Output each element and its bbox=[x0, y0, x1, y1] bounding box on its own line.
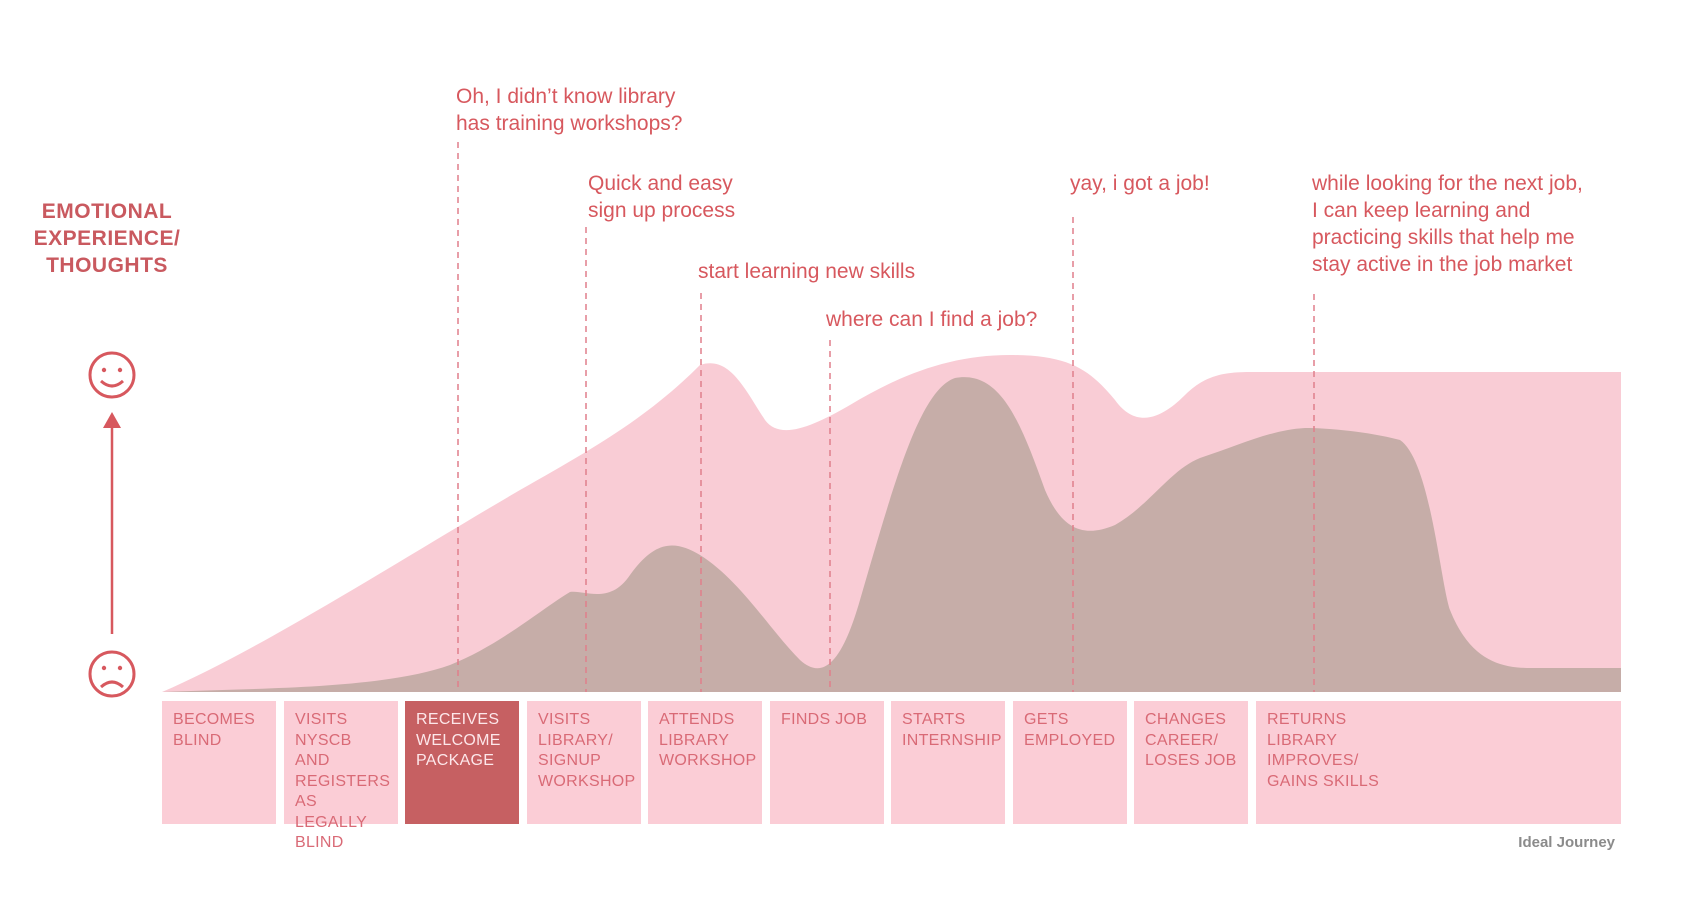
stage-returns-library: RETURNS LIBRARY IMPROVES/ GAINS SKILLS bbox=[1256, 701, 1621, 824]
stage-welcome-package: RECEIVES WELCOME PACKAGE bbox=[405, 701, 519, 824]
up-arrow-icon bbox=[103, 412, 121, 634]
inner-emotion-area bbox=[162, 377, 1621, 692]
axis-title: EMOTIONAL EXPERIENCE/ THOUGHTS bbox=[33, 200, 181, 277]
diagram-caption: Ideal Journey bbox=[1518, 834, 1615, 851]
stage-becomes-blind: BECOMES BLIND bbox=[162, 701, 276, 824]
smiley-sad-icon bbox=[88, 650, 136, 698]
quote-got-job: yay, i got a job! bbox=[1070, 172, 1210, 195]
stage-starts-internship: STARTS INTERNSHIP bbox=[891, 701, 1005, 824]
quote-learning-skills: start learning new skills bbox=[698, 260, 916, 283]
quote-keep-learning: while looking for the next job, I can ke… bbox=[1312, 172, 1583, 276]
stage-finds-job: FINDS JOB bbox=[770, 701, 884, 824]
stage-registers-blind: VISITS NYSCB AND REGISTERS AS LEGALLY BL… bbox=[284, 701, 398, 851]
quote-library-workshops: Oh, I didn’t know library has training w… bbox=[456, 85, 683, 135]
smiley-happy-icon bbox=[88, 351, 136, 399]
stage-signup-workshop: VISITS LIBRARY/ SIGNUP WORKSHOP bbox=[527, 701, 641, 824]
quote-signup-process: Quick and easy sign up process bbox=[588, 172, 736, 222]
quote-find-job: where can I find a job? bbox=[826, 308, 1038, 331]
quote-connectors bbox=[457, 142, 1315, 692]
stage-changes-career: CHANGES CAREER/ LOSES JOB bbox=[1134, 701, 1248, 824]
stage-attends-workshop: ATTENDS LIBRARY WORKSHOP bbox=[648, 701, 762, 824]
stage-gets-employed: GETS EMPLOYED bbox=[1013, 701, 1127, 824]
